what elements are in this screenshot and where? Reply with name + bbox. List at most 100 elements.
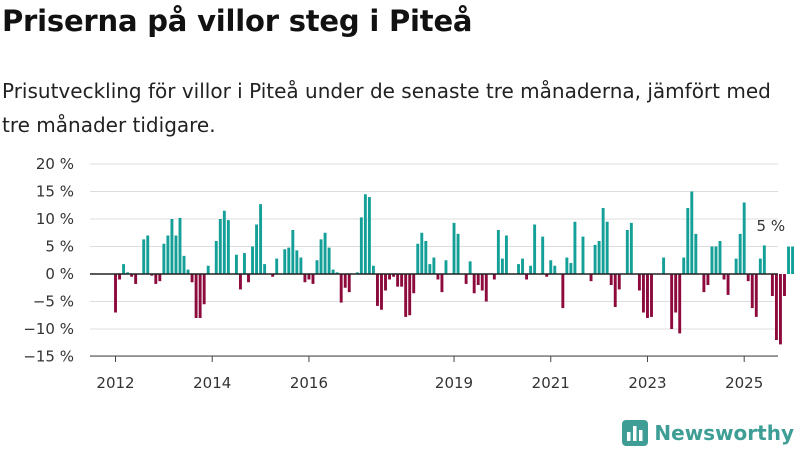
bar (412, 274, 416, 294)
bar (238, 274, 242, 290)
bar (222, 210, 226, 274)
bar (400, 274, 404, 287)
bar (468, 261, 472, 274)
bar (255, 224, 259, 274)
bar (726, 274, 730, 295)
bar (601, 208, 605, 274)
brand-name: Newsworthy (654, 421, 794, 445)
bar (678, 274, 682, 334)
bar (787, 246, 790, 274)
bar (424, 241, 428, 274)
bar (367, 197, 371, 274)
bar (646, 274, 649, 318)
bar (295, 250, 299, 274)
bar (420, 232, 424, 274)
bar (428, 264, 432, 274)
y-tick-label: 0 % (45, 265, 74, 283)
bar (154, 274, 158, 284)
bar (251, 246, 254, 274)
bar (641, 274, 645, 313)
bar (674, 274, 678, 313)
bar (525, 274, 529, 280)
bars (114, 191, 794, 345)
y-tick-label: 20 % (36, 155, 74, 173)
bar (388, 274, 391, 280)
bar (774, 274, 778, 340)
bar (783, 274, 786, 296)
bar (650, 274, 653, 317)
bar (291, 230, 295, 274)
y-tick-label: 10 % (36, 210, 74, 228)
x-tick-label: 2023 (628, 374, 666, 392)
bar (541, 236, 545, 274)
bar (436, 274, 440, 280)
bar (714, 246, 718, 274)
bar (472, 274, 476, 294)
bar (500, 258, 504, 274)
bar (404, 274, 408, 317)
bar (303, 274, 307, 283)
bar (569, 263, 573, 274)
bar (170, 219, 174, 274)
bar (146, 235, 150, 274)
bar (142, 239, 146, 274)
bar (392, 274, 396, 277)
bar (791, 246, 794, 274)
bar (682, 257, 686, 274)
bar (617, 274, 621, 290)
bar (464, 274, 468, 284)
bar (315, 260, 319, 274)
bar (202, 274, 206, 305)
bar (194, 274, 198, 318)
bar (311, 274, 315, 284)
bar-chart: −15 %−10 %−5 %0 %5 %10 %15 %20 % 2012 201… (23, 155, 794, 392)
bar (496, 230, 500, 274)
bar (452, 222, 456, 274)
bar (694, 233, 698, 274)
bar (529, 265, 533, 274)
bar (416, 243, 420, 274)
bar (408, 274, 412, 316)
x-tick-label: 2021 (532, 374, 570, 392)
bar (476, 274, 480, 285)
bar (206, 265, 210, 274)
bar (299, 257, 303, 274)
bar (122, 264, 126, 274)
bar (126, 272, 130, 274)
x-tick-label: 2012 (96, 374, 134, 392)
bar (226, 220, 230, 274)
bar (283, 249, 287, 274)
bar (545, 274, 549, 277)
latest-value-annotation: 5 % (757, 217, 786, 235)
bar (758, 258, 762, 274)
bar (134, 274, 138, 284)
y-axis-tick-labels: −15 % −10 % −5 % 0 % 5 % 10 % 15 % 20 % (23, 155, 74, 366)
bar (593, 244, 597, 274)
bar (263, 264, 267, 274)
bar (247, 274, 250, 283)
bar (629, 222, 633, 274)
bar (287, 247, 291, 274)
y-tick-label: −5 % (33, 293, 74, 311)
bar (182, 255, 186, 274)
bar (186, 269, 190, 274)
bar (734, 258, 738, 274)
bar (371, 265, 375, 274)
bar (343, 274, 347, 288)
bar (323, 232, 327, 274)
bar (114, 274, 117, 313)
x-tick-label: 2025 (725, 374, 763, 392)
bar (363, 194, 367, 274)
bar (662, 257, 666, 274)
bar (307, 274, 311, 280)
bar (243, 253, 246, 274)
bar (218, 219, 222, 274)
bar (174, 235, 178, 274)
bar (710, 246, 714, 274)
bar (118, 274, 121, 280)
bar (347, 274, 351, 293)
bar (521, 258, 524, 274)
bar (746, 274, 750, 282)
bar (444, 260, 448, 274)
y-tick-label: 15 % (36, 183, 74, 201)
